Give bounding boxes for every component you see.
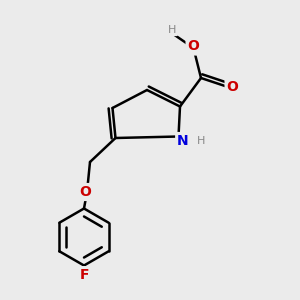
Text: H: H <box>197 136 205 146</box>
Text: N: N <box>177 134 189 148</box>
Text: O: O <box>188 40 200 53</box>
Text: F: F <box>79 268 89 282</box>
Text: O: O <box>80 185 92 199</box>
Text: H: H <box>168 25 177 35</box>
Text: O: O <box>226 80 238 94</box>
